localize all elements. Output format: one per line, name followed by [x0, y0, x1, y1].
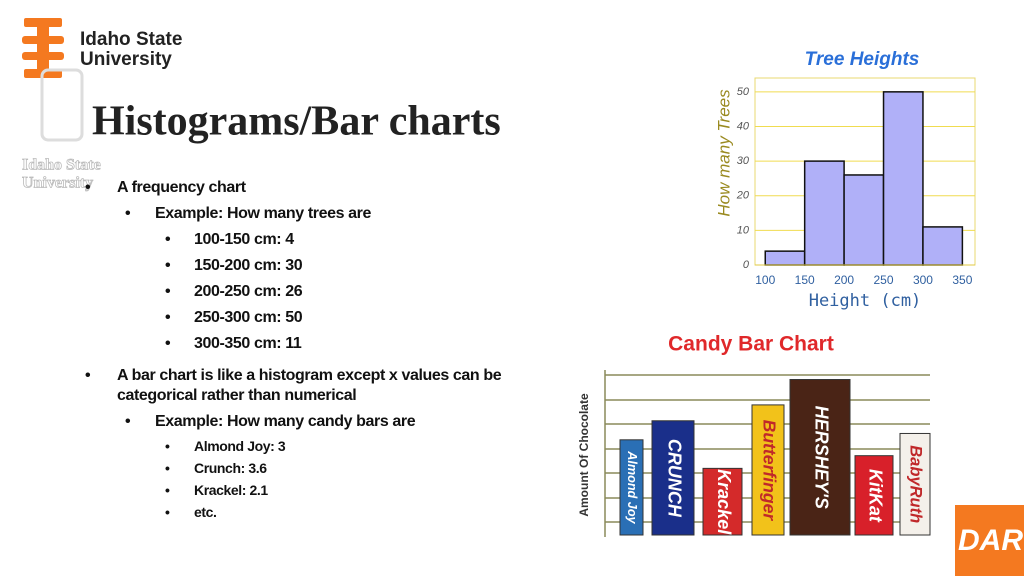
candy-bar [854, 455, 894, 536]
bullet-item: 150-200 cm: 30 [80, 253, 520, 279]
bullet-text: 300-350 cm: 11 [194, 335, 302, 352]
bullet-item: 200-250 cm: 26 [80, 279, 520, 305]
slide-title: Histograms/Bar charts [92, 99, 501, 145]
candy-bar [619, 439, 644, 536]
bullet-item: 250-300 cm: 50 [80, 305, 520, 331]
bullet-text: 250-300 cm: 50 [194, 309, 303, 326]
x-axis-label: Height (cm) [809, 291, 922, 311]
x-tick-label: 200 [834, 273, 854, 287]
candy-bar [651, 420, 695, 536]
bullet-item: Example: How many trees are 100-150 cm: 4… [80, 201, 520, 357]
logo-text: Idaho State [80, 29, 182, 50]
bullet-item: Crunch: 3.6 [80, 457, 520, 479]
candy-name: Butterfinger [759, 420, 779, 522]
candy-bar [789, 379, 851, 536]
bullet-text: etc. [194, 504, 217, 520]
bullet-item: 300-350 cm: 11 [80, 331, 520, 357]
bullet-text: A bar chart is like a histogram except x… [117, 367, 502, 404]
bullet-item: Almond Joy: 3 [80, 435, 520, 457]
bullet-item: Example: How many candy bars are Almond J… [80, 409, 520, 523]
bullet-text: A frequency chart [117, 179, 246, 196]
histogram-bar [922, 226, 964, 266]
x-tick-label: 350 [952, 273, 972, 287]
logo-mark [22, 18, 64, 78]
candy-chart: Almond Joy CRUNCH Krackel Butterfinger HERSH… [577, 333, 931, 537]
y-tick-label: 40 [737, 120, 750, 132]
watermark-text: University [22, 175, 93, 192]
candy-name: HERSHEY'S [811, 406, 831, 509]
bullet-list: A frequency chart Example: How many trees… [80, 175, 520, 523]
y-tick-label: 20 [736, 190, 750, 202]
histogram-bar [764, 250, 806, 266]
bullet-text: Krackel: 2.1 [194, 482, 268, 498]
chart-title: Candy Bar Chart [668, 333, 834, 356]
candy-name: Almond Joy [625, 450, 639, 524]
bullet-item: Krackel: 2.1 [80, 479, 520, 501]
histogram-bar [803, 160, 845, 266]
histogram: 0 10 20 30 40 50 100 150 200 250 300 350 Tree Height… [714, 49, 976, 311]
chart-title: Tree Heights [805, 49, 920, 70]
y-axis-label: Amount Of Chocolate [577, 393, 591, 517]
y-tick-label: 10 [737, 224, 750, 236]
bullet-text: Almond Joy: 3 [194, 438, 286, 454]
bullet-text: Example: How many trees are [155, 205, 371, 222]
watermark-mark [40, 68, 84, 142]
watermark-text: Idaho State [22, 157, 101, 174]
candy-bar [702, 467, 743, 536]
histogram-bar [882, 91, 924, 266]
bullet-item: A bar chart is like a histogram except x… [80, 366, 520, 523]
histogram-bar [843, 174, 885, 266]
candy-bar [899, 432, 931, 536]
bullet-item: A frequency chart Example: How many trees… [80, 175, 520, 357]
candy-name: BabyRuth [907, 445, 925, 523]
y-axis-label: How many Trees [714, 89, 733, 217]
corner-badge: DAR [958, 524, 1023, 557]
candy-name: CRUNCH [664, 439, 684, 518]
bullet-item: etc. [80, 501, 520, 523]
logo-text: University [80, 49, 172, 70]
y-tick-label: 50 [737, 86, 750, 98]
bullet-item: 100-150 cm: 4 [80, 227, 520, 253]
candy-name: Krackel [714, 469, 734, 535]
x-tick-label: 100 [755, 273, 775, 287]
bullet-text: Example: How many candy bars are [155, 413, 416, 430]
candy-name: KitKat [865, 469, 885, 523]
bullet-text: 200-250 cm: 26 [194, 283, 303, 300]
y-tick-label: 30 [737, 155, 750, 167]
corner-badge-bg [955, 505, 1024, 576]
bullet-text: Crunch: 3.6 [194, 460, 267, 476]
x-tick-label: 300 [913, 273, 933, 287]
x-tick-label: 250 [874, 273, 894, 287]
bullet-text: 100-150 cm: 4 [194, 231, 294, 248]
y-tick-label: 0 [743, 259, 750, 271]
candy-bar [751, 404, 785, 536]
x-tick-label: 150 [795, 273, 815, 287]
bullet-text: 150-200 cm: 30 [194, 257, 303, 274]
